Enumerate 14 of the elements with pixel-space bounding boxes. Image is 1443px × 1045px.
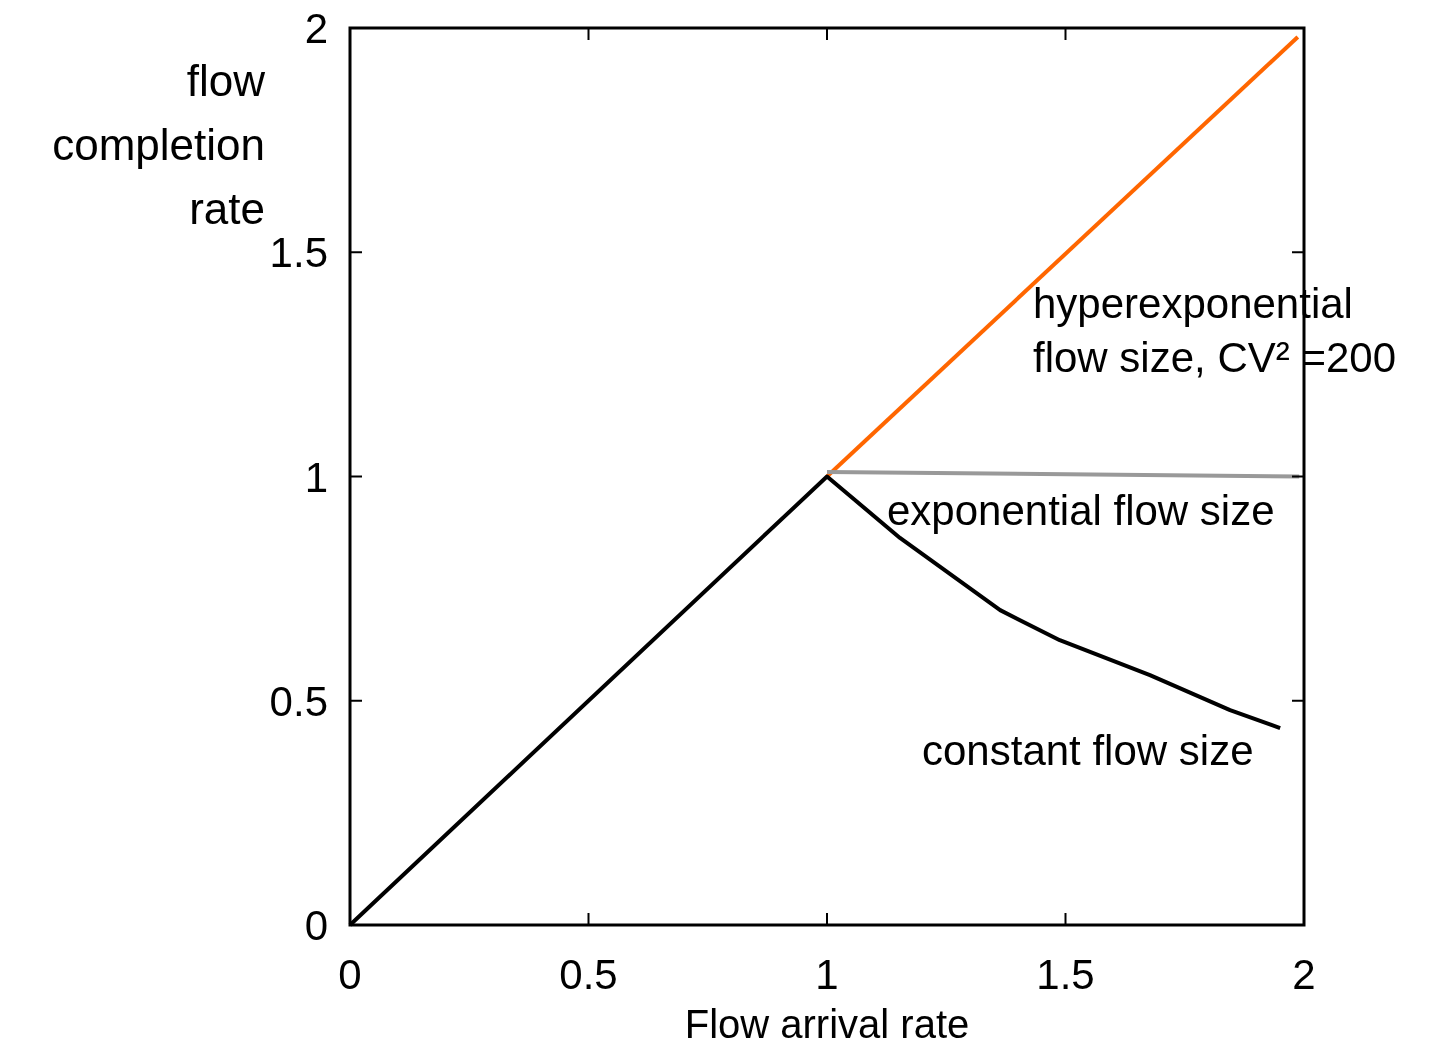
annotation: constant flow size [922,727,1254,774]
x-tick-label: 0.5 [559,951,618,998]
x-tick-label: 1 [815,951,839,998]
y-tick-label: 1.5 [269,229,328,277]
y-tick-label: 1 [304,453,328,501]
x-tick-label: 1.5 [1036,951,1095,998]
x-tick-label: 0 [338,951,362,998]
y-tick-label: 2 [304,5,328,52]
x-axis-title: Flow arrival rate [684,1002,970,1045]
y-tick-label: 0 [304,902,328,949]
x-tick-label: 2 [1292,951,1316,998]
y-tick-label: 0.5 [269,677,328,725]
y-axis-title: flow completion rate [52,56,266,233]
annotation: exponential flow size [887,487,1275,534]
